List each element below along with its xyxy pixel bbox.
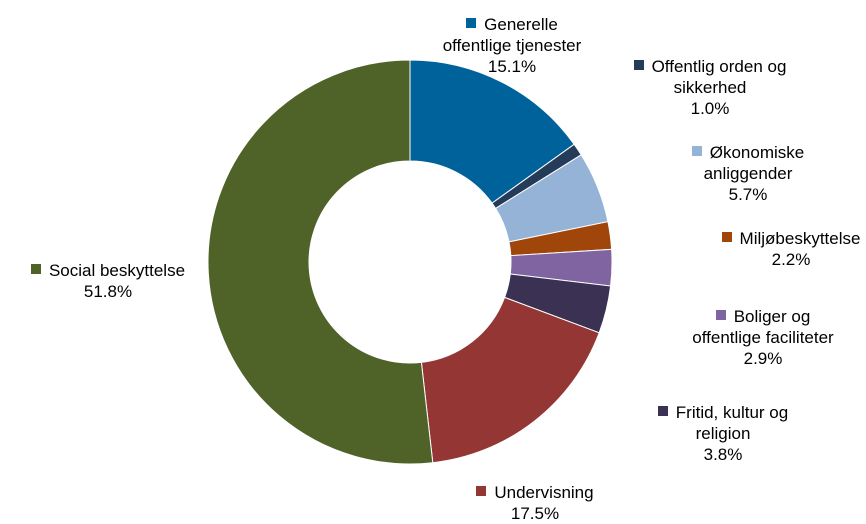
slice-label-fritid-kultur-og-religion: Fritid, kultur og religion 3.8%: [628, 402, 818, 465]
slice-social-beskyttelse: [207, 59, 434, 465]
legend-swatch: [633, 60, 644, 70]
legend-swatch: [715, 310, 726, 320]
slice-label-social-beskyttelse: Social beskyttelse 51.8%: [2, 260, 214, 302]
legend-swatch: [30, 264, 41, 274]
slice-label-generelle-offentlige-tjenester: Generelle offentlige tjenester 15.1%: [442, 15, 582, 76]
legend-swatch: [466, 18, 477, 28]
legend-swatch: [691, 146, 702, 156]
slice-label-miljobeskyttelse: Miljøbeskyttelse 2.2%: [716, 228, 866, 270]
slice-label-undervisning: Undervisning 17.5%: [455, 482, 615, 524]
slice-label-boliger-og-offentlige-faciliteter: Boliger og offentlige faciliteter 2.9%: [692, 307, 834, 368]
slice-label-okonomiske-anliggender: Økonomiske anliggender 5.7%: [668, 142, 828, 205]
slice-undervisning: [420, 296, 600, 464]
slice-label-offentlig-orden-og-sikkerhed: Offentlig orden og sikkerhed 1.0%: [610, 56, 810, 119]
legend-swatch: [657, 406, 668, 416]
slice-generelle-offentlige-tjenester: [409, 59, 575, 204]
legend-swatch: [721, 232, 732, 242]
legend-swatch: [476, 486, 487, 496]
